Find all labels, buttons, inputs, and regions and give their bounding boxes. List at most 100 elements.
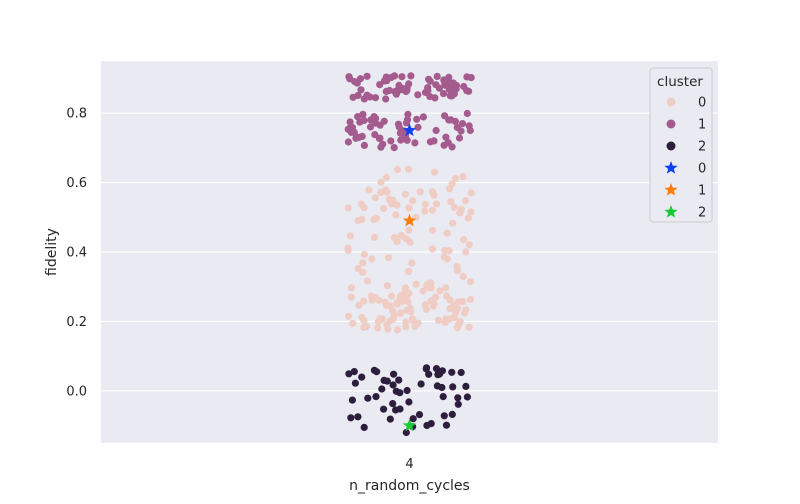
data-point <box>376 81 384 89</box>
gridlines <box>101 112 718 392</box>
data-point <box>454 400 462 408</box>
data-point <box>441 79 449 87</box>
data-point <box>421 200 429 208</box>
data-point <box>392 211 400 219</box>
data-point <box>397 309 405 317</box>
data-point <box>382 95 390 103</box>
legend-entry: 2 <box>666 140 706 155</box>
data-point <box>366 123 375 131</box>
data-point <box>385 254 393 262</box>
data-point <box>357 86 365 94</box>
data-point <box>428 206 437 214</box>
data-point <box>359 259 367 267</box>
data-point <box>387 137 395 145</box>
data-point <box>360 141 368 149</box>
data-point <box>456 318 464 326</box>
data-point <box>347 284 356 292</box>
data-point <box>422 364 431 372</box>
centroid-star <box>402 213 417 227</box>
data-point <box>430 168 438 176</box>
data-point <box>346 118 354 126</box>
data-point <box>352 134 360 142</box>
data-point <box>358 215 366 223</box>
data-point <box>448 410 456 418</box>
data-point <box>371 119 380 127</box>
data-point <box>446 304 454 313</box>
data-point <box>363 72 371 80</box>
data-point <box>426 77 434 85</box>
data-point <box>355 301 363 309</box>
data-point <box>365 186 373 194</box>
centroid-markers <box>402 123 417 432</box>
legend-entry: 0 <box>664 161 706 177</box>
data-point <box>360 423 368 431</box>
legend[interactable]: cluster 0 1 2 0 1 2 <box>649 67 713 223</box>
data-point <box>409 415 417 423</box>
data-point <box>421 207 429 215</box>
data-point <box>449 219 457 227</box>
data-point <box>453 304 462 312</box>
data-point <box>428 296 436 305</box>
data-point <box>362 322 371 331</box>
data-point <box>360 251 368 259</box>
data-point <box>370 233 379 241</box>
data-point <box>345 370 353 378</box>
data-point <box>440 253 448 261</box>
legend-entry: 2 <box>664 205 706 221</box>
data-point <box>398 73 406 81</box>
legend-label: 2 <box>698 206 706 221</box>
data-point <box>387 200 396 208</box>
data-point <box>450 90 458 98</box>
data-point <box>377 188 385 196</box>
data-point <box>370 215 378 224</box>
data-point <box>429 226 437 234</box>
data-point <box>372 393 380 401</box>
data-point <box>446 185 454 193</box>
data-point <box>402 428 410 437</box>
data-point <box>414 123 422 131</box>
legend-entry: 0 <box>666 96 706 111</box>
data-point <box>411 322 419 331</box>
data-point <box>349 93 357 101</box>
data-point <box>380 405 388 413</box>
data-point <box>425 370 433 378</box>
data-point <box>462 382 470 390</box>
y-tick-labels: 0.0 0.2 0.4 0.6 0.8 <box>66 107 87 400</box>
data-point <box>458 120 467 128</box>
legend-entry: 1 <box>666 118 706 133</box>
legend-label: 0 <box>698 162 706 177</box>
data-point <box>402 235 410 243</box>
x-tick-label: 4 <box>405 457 413 472</box>
x-axis-label: n_random_cycles <box>349 478 470 494</box>
data-point <box>377 143 385 151</box>
data-point <box>347 414 355 422</box>
data-point <box>447 116 455 124</box>
data-point <box>465 87 473 95</box>
data-point <box>429 302 437 310</box>
data-point <box>443 229 451 237</box>
data-point <box>347 125 355 133</box>
data-point <box>401 287 409 295</box>
data-points <box>344 72 475 437</box>
legend-marker <box>666 141 676 151</box>
data-point <box>467 74 475 82</box>
data-point <box>382 173 390 182</box>
data-point <box>371 194 379 202</box>
data-point <box>378 385 386 393</box>
x-tick-labels: 4 <box>405 457 413 472</box>
data-point <box>375 134 383 142</box>
legend-marker <box>664 161 678 174</box>
legend-entry: 1 <box>664 183 706 199</box>
data-point <box>376 315 384 323</box>
data-point <box>393 300 401 308</box>
data-point <box>421 88 430 96</box>
data-point <box>454 394 462 402</box>
data-point <box>354 413 362 421</box>
data-point <box>382 301 390 309</box>
data-point <box>435 84 443 92</box>
data-point <box>389 381 397 389</box>
y-tick-label: 0.4 <box>66 246 87 261</box>
data-point <box>364 394 372 402</box>
data-point <box>466 278 474 286</box>
